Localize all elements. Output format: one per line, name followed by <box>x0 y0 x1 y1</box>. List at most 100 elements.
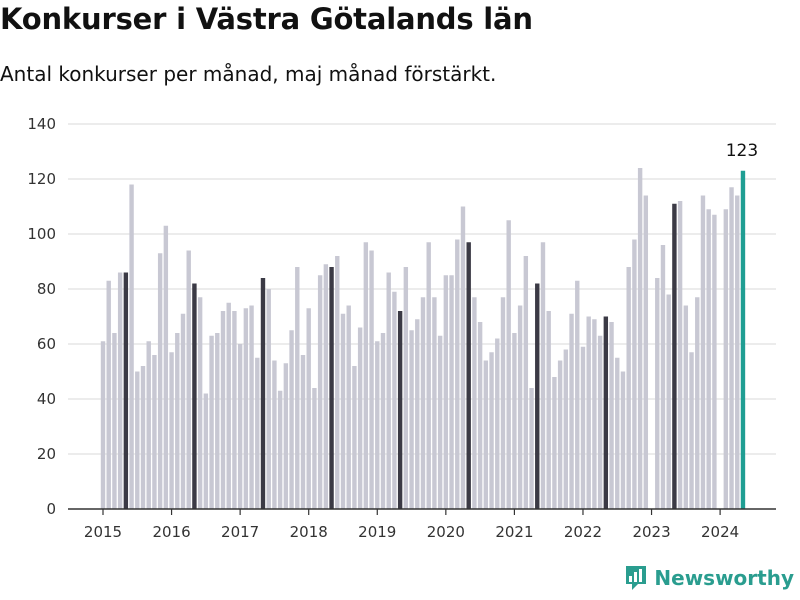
bar-may <box>603 316 609 509</box>
y-tick-label: 0 <box>46 500 56 518</box>
bar <box>546 311 551 509</box>
bar <box>523 256 529 509</box>
y-tick-label: 80 <box>37 280 56 298</box>
bar <box>683 305 689 509</box>
bar <box>100 341 106 509</box>
bar <box>695 297 700 509</box>
bar-may <box>672 203 677 509</box>
bar <box>615 357 620 509</box>
chart-title: Konkurser i Västra Götalands län <box>0 2 533 36</box>
bar <box>592 319 597 509</box>
bar <box>632 239 637 509</box>
bar <box>517 305 523 509</box>
bar <box>506 220 511 509</box>
bar <box>175 333 180 509</box>
bar <box>157 253 163 509</box>
y-tick-label: 20 <box>37 445 56 463</box>
bar-chart-logo-icon <box>626 566 647 590</box>
y-tick-label: 140 <box>27 115 56 133</box>
y-tick-label: 60 <box>37 335 56 353</box>
labels: 0 20 40 60 80 100 120 140 2015 2016 2017 2018 2019 20… <box>27 115 758 541</box>
bar <box>300 355 306 509</box>
bar <box>117 272 123 509</box>
bar-may <box>397 311 403 509</box>
bar <box>323 264 329 509</box>
bar <box>569 313 574 509</box>
axes <box>68 508 776 515</box>
bar-may <box>466 242 471 509</box>
bar <box>575 280 580 509</box>
bar-may <box>535 283 540 509</box>
bar <box>540 242 546 509</box>
data-label-latest: 123 <box>726 141 758 161</box>
bar <box>237 344 243 509</box>
bar <box>197 297 203 509</box>
bar <box>557 360 563 509</box>
bar <box>489 352 494 509</box>
bar <box>666 294 671 509</box>
bar <box>563 349 569 509</box>
bar <box>169 352 174 509</box>
bar <box>477 322 483 509</box>
bar <box>186 250 191 509</box>
bar <box>106 280 111 509</box>
bar <box>723 209 729 509</box>
bar <box>409 330 414 509</box>
bar <box>335 256 340 509</box>
bar <box>380 333 386 509</box>
bar <box>626 267 631 509</box>
bar-may <box>740 170 746 509</box>
bar <box>152 355 157 509</box>
bar <box>363 242 369 509</box>
bar-may <box>260 278 266 509</box>
bar <box>346 305 351 509</box>
bar-may <box>123 272 129 509</box>
bar <box>266 289 271 509</box>
bar <box>689 352 694 509</box>
bar <box>306 308 311 509</box>
bar <box>226 302 231 509</box>
bar <box>203 393 209 509</box>
bar <box>220 311 226 509</box>
x-tick-label: 2016 <box>152 523 190 541</box>
bar <box>352 366 357 509</box>
bar <box>609 322 614 509</box>
bar <box>403 267 409 509</box>
x-tick-label: 2017 <box>221 523 259 541</box>
bar <box>437 335 443 509</box>
chart-subtitle: Antal konkurser per månad, maj månad för… <box>0 62 497 86</box>
bar <box>735 195 740 509</box>
bar <box>677 201 683 509</box>
bar <box>357 327 363 509</box>
bar <box>432 297 437 509</box>
bar <box>620 371 626 509</box>
bar-may <box>329 267 334 509</box>
bar <box>392 291 397 509</box>
bar <box>295 267 300 509</box>
brand-name: Newsworthy <box>654 566 794 590</box>
bar <box>552 377 557 509</box>
bar <box>580 346 586 509</box>
bar <box>455 239 460 509</box>
bar <box>340 313 346 509</box>
bar <box>163 225 169 509</box>
bar <box>312 388 317 509</box>
bar-may <box>192 283 197 509</box>
bar <box>215 333 220 509</box>
bar <box>317 275 323 509</box>
bar <box>146 341 151 509</box>
bar <box>232 311 237 509</box>
bar <box>249 305 254 509</box>
x-tick-label: 2019 <box>358 523 396 541</box>
bar <box>655 278 660 509</box>
bar <box>386 272 391 509</box>
bar <box>449 275 454 509</box>
bar <box>420 297 426 509</box>
bar <box>597 335 603 509</box>
bar <box>500 297 506 509</box>
newsworthy-logo: Newsworthy <box>624 564 794 592</box>
bar <box>243 308 249 509</box>
y-tick-label: 100 <box>27 225 56 243</box>
bar <box>209 335 214 509</box>
